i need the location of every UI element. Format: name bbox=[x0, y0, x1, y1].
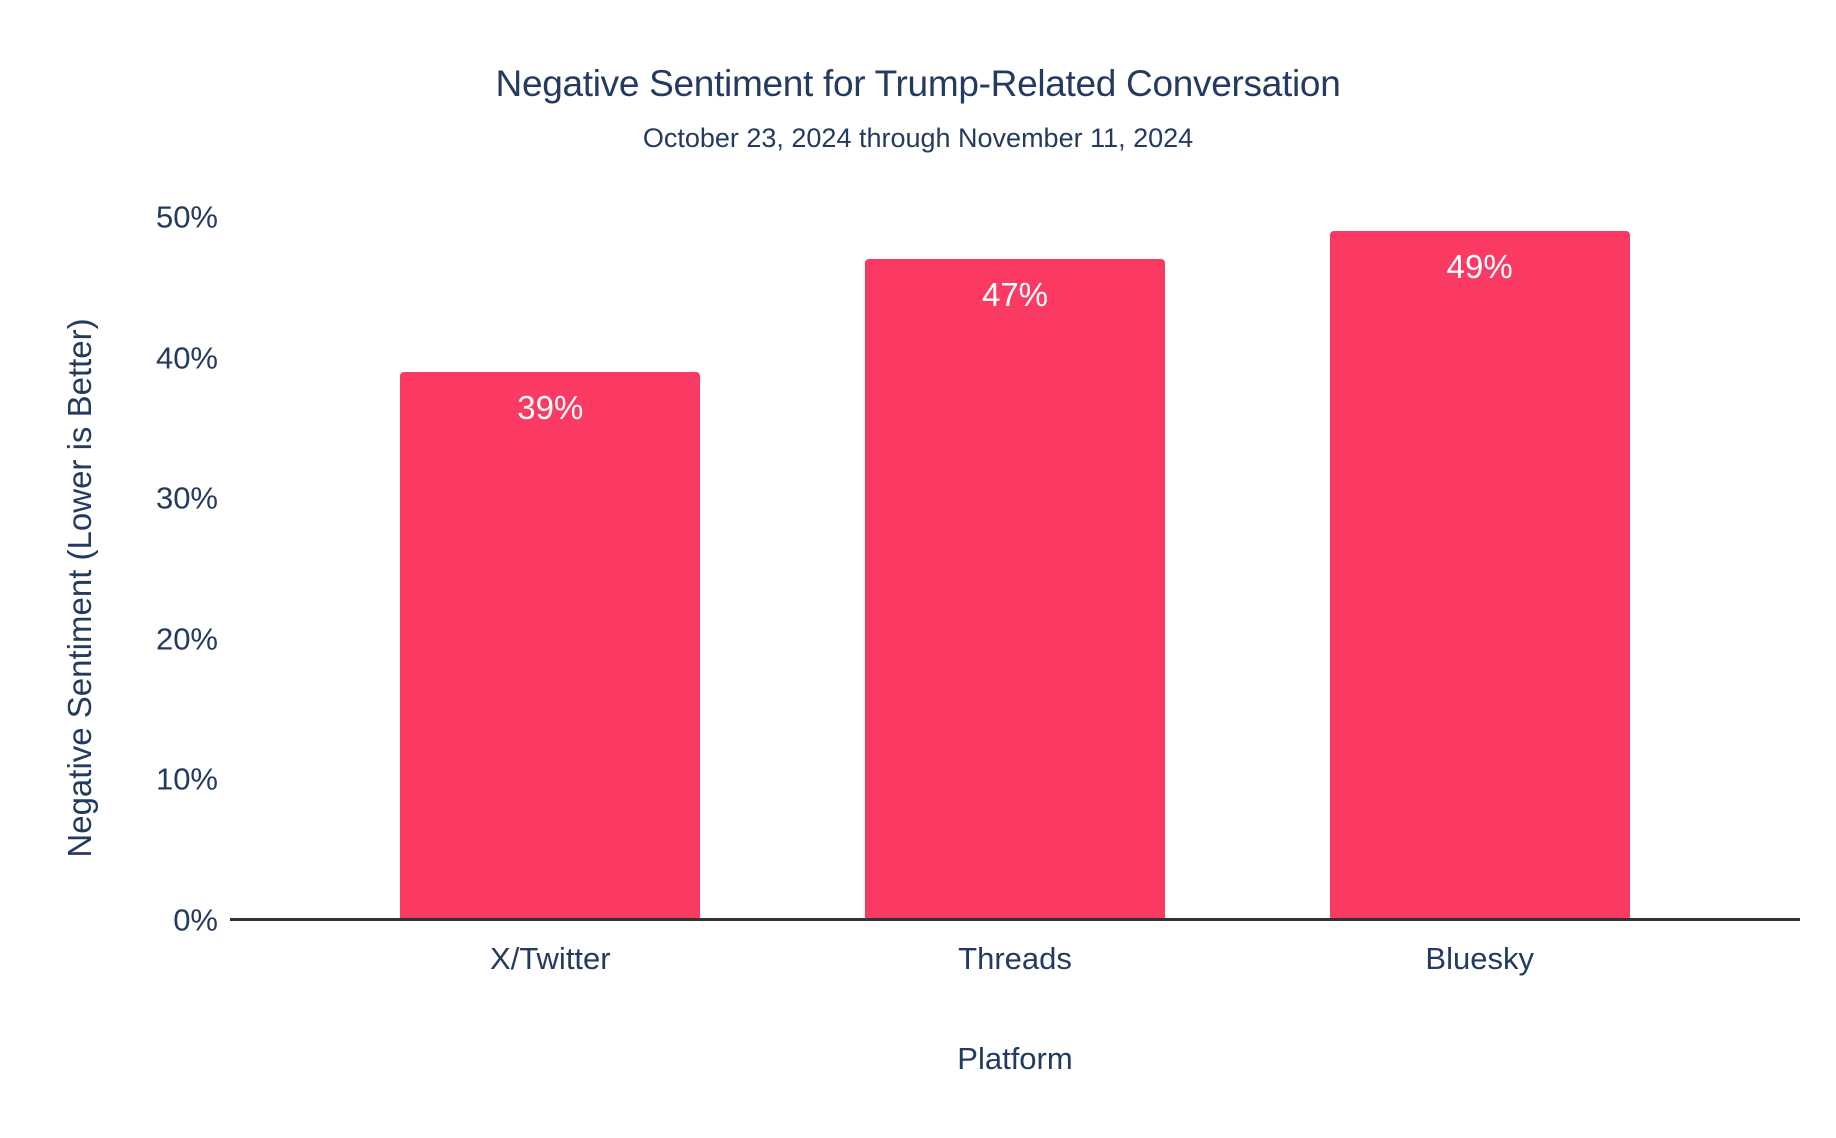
bar-value-label: 39% bbox=[517, 388, 584, 426]
bar-value-label: 49% bbox=[1446, 248, 1513, 286]
y-tick-label: 40% bbox=[155, 340, 218, 376]
category-label-threads: Threads bbox=[958, 940, 1072, 976]
category-label-x-twitter: X/Twitter bbox=[490, 940, 611, 976]
y-tick-label: 50% bbox=[155, 199, 218, 235]
plot-area: 39% 47% 49% bbox=[230, 217, 1800, 920]
x-axis-title: Platform bbox=[957, 1041, 1073, 1076]
y-tick-label: 10% bbox=[155, 761, 218, 797]
category-label-bluesky: Bluesky bbox=[1425, 940, 1534, 976]
y-axis-tick-labels: 0% 10% 20% 30% 40% 50% bbox=[0, 202, 218, 936]
bar-slot: 49% bbox=[1247, 217, 1712, 920]
y-tick-label: 0% bbox=[173, 902, 218, 938]
chart-subtitle: October 23, 2024 through November 11, 20… bbox=[642, 123, 1194, 153]
y-tick-label: 30% bbox=[155, 480, 218, 516]
x-axis-line bbox=[230, 918, 1800, 921]
chart-title: Negative Sentiment for Trump-Related Con… bbox=[495, 63, 1341, 104]
bar-slot: 47% bbox=[783, 217, 1248, 920]
bar-x-twitter: 39% bbox=[400, 371, 701, 920]
bar-bluesky: 49% bbox=[1329, 231, 1630, 920]
bar-slot: 39% bbox=[318, 217, 783, 920]
x-axis-category-labels: X/Twitter Threads Bluesky bbox=[230, 938, 1800, 980]
bar-threads: 47% bbox=[865, 259, 1165, 920]
bars-row: 39% 47% 49% bbox=[230, 217, 1800, 920]
y-tick-label: 20% bbox=[155, 621, 218, 657]
bar-value-label: 47% bbox=[981, 276, 1049, 314]
